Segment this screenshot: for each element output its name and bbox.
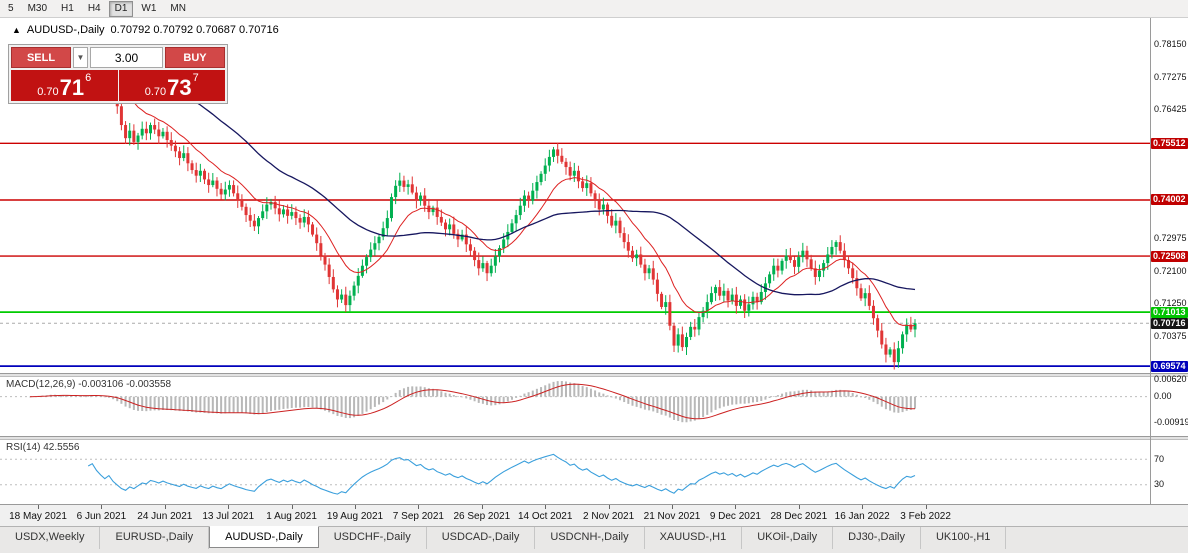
buy-price-point: 7 — [192, 72, 199, 84]
sell-price-pips: 71 — [59, 75, 85, 100]
time-axis-tick — [545, 505, 547, 509]
chart-tab-usdchf-daily[interactable]: USDCHF-,Daily — [319, 527, 427, 549]
time-axis-label: 28 Dec 2021 — [770, 511, 828, 522]
time-axis-tick — [164, 505, 166, 509]
time-axis-tick — [735, 505, 737, 509]
chart-tab-usdcad-daily[interactable]: USDCAD-,Daily — [427, 527, 536, 549]
sell-price-figure: 0.70 — [37, 86, 59, 98]
price-axis-label: 0.77275 — [1154, 71, 1187, 82]
macd-axis-label: 0.00 — [1154, 391, 1172, 402]
volume-dropdown-icon[interactable]: ▼ — [73, 47, 88, 68]
price-axis-label: 0.71250 — [1154, 297, 1187, 308]
buy-price[interactable]: 0.70 73 7 — [118, 70, 225, 101]
chart-tab-xauusd-h1[interactable]: XAUUSD-,H1 — [645, 527, 743, 549]
timeframe-button-5[interactable]: 5 — [8, 2, 14, 14]
timeframe-button-h4[interactable]: H4 — [87, 2, 101, 14]
time-axis-tick — [418, 505, 420, 509]
time-axis-tick — [481, 505, 483, 509]
sell-price[interactable]: 0.70 71 6 — [11, 70, 118, 101]
price-level-badge-green: 0.71013 — [1151, 306, 1188, 318]
chart-tab-bar: USDX,Weekly EURUSD-,Daily AUDUSD-,Daily USD… — [0, 526, 1188, 553]
time-axis-tick — [798, 505, 800, 509]
collapse-panel-icon[interactable]: ▲ — [12, 25, 21, 35]
time-axis-tick — [925, 505, 927, 509]
time-axis-label: 3 Feb 2022 — [900, 511, 951, 522]
time-axis-label: 24 Jun 2021 — [137, 511, 193, 522]
time-axis-label: 1 Aug 2021 — [266, 511, 317, 522]
time-axis-label: 13 Jul 2021 — [202, 511, 255, 522]
buy-price-pips: 73 — [167, 75, 192, 100]
timeframe-button-m30[interactable]: M30 — [27, 2, 48, 14]
trade-panel-row-prices: 0.70 71 6 0.70 73 7 — [11, 70, 225, 101]
timeframe-button-h1[interactable]: H1 — [61, 2, 74, 14]
chart-header: ▲ AUDUSD-,Daily 0.70792 0.70792 0.70687 … — [12, 24, 279, 36]
price-level-badge-current: 0.70716 — [1151, 317, 1188, 329]
time-axis-tick — [38, 505, 39, 509]
price-level-badge-red: 0.75512 — [1151, 137, 1188, 149]
time-axis-label: 19 Aug 2021 — [326, 511, 384, 522]
price-axis-label: 0.70375 — [1154, 330, 1187, 341]
price-axis-label: 0.72100 — [1154, 265, 1187, 276]
time-axis-label: 7 Sep 2021 — [392, 511, 444, 522]
price-axis-label: 0.72975 — [1154, 233, 1187, 243]
chart-tab-dj30-daily[interactable]: DJ30-,Daily — [833, 527, 921, 549]
time-axis-label: 18 May 2021 — [9, 511, 67, 522]
time-axis-tick — [608, 505, 610, 509]
buy-price-figure: 0.70 — [144, 86, 167, 98]
time-axis-label: 16 Jan 2022 — [834, 511, 890, 522]
time-axis-tick — [862, 505, 864, 509]
time-axis-tick — [355, 505, 356, 509]
price-level-badge-red: 0.72508 — [1151, 250, 1188, 262]
sell-button[interactable]: SELL — [11, 47, 71, 68]
volume-field[interactable]: 3.00 — [90, 47, 163, 68]
time-axis-label: 26 Sep 2021 — [453, 511, 511, 522]
chart-tab-eurusd-daily[interactable]: EURUSD-,Daily — [100, 527, 210, 549]
time-axis-label: 9 Dec 2021 — [709, 511, 761, 522]
time-axis-label: 2 Nov 2021 — [583, 511, 635, 522]
time-axis-label: 14 Oct 2021 — [517, 511, 573, 522]
chart-tab-ukoil-daily[interactable]: UKOil-,Daily — [742, 527, 834, 549]
chart-ohlc: 0.70792 0.70792 0.70687 0.70716 — [110, 24, 279, 36]
timeframe-toolbar: 5 M30 H1 H4 D1 W1 MN — [0, 0, 1188, 18]
rsi-axis-label: 30 — [1154, 479, 1165, 490]
price-axis-label: 0.76425 — [1154, 103, 1187, 114]
chart-tab-usdx-weekly[interactable]: USDX,Weekly — [0, 527, 101, 549]
price-axis[interactable]: 0.78150 0.77275 0.76425 0.75512 0.74002 0.729… — [1150, 18, 1188, 505]
chart-tab-audusd-daily[interactable]: AUDUSD-,Daily — [209, 526, 319, 548]
time-axis-tick — [228, 505, 230, 509]
time-axis-tick — [291, 505, 293, 509]
buy-button[interactable]: BUY — [165, 47, 225, 68]
chart-title: AUDUSD-,Daily — [26, 24, 105, 36]
timeframe-button-mn[interactable]: MN — [170, 2, 186, 14]
time-axis-label: 6 Jun 2021 — [76, 511, 127, 522]
macd-axis-label: -0.00919 — [1154, 416, 1188, 427]
time-axis-tick — [672, 505, 673, 509]
chart-tab-uk100-h1[interactable]: UK100-,H1 — [921, 527, 1007, 549]
rsi-axis-label: 70 — [1154, 453, 1165, 464]
time-axis-tick — [101, 505, 103, 509]
trade-panel-row-top: SELL ▼ 3.00 BUY — [11, 47, 225, 68]
rsi-label: RSI(14) 42.5556 — [6, 442, 80, 453]
macd-axis-label: 0.00620 — [1154, 373, 1187, 384]
sell-price-point: 6 — [85, 72, 92, 84]
one-click-trading-panel: SELL ▼ 3.00 BUY 0.70 71 6 0.70 73 7 — [8, 44, 228, 104]
price-level-badge-blue: 0.69574 — [1151, 360, 1188, 372]
price-axis-label: 0.78150 — [1154, 38, 1187, 49]
time-axis[interactable]: 18 May 2021 6 Jun 2021 24 Jun 2021 13 Jul 2… — [0, 504, 1188, 526]
price-level-badge-red: 0.74002 — [1151, 194, 1188, 206]
time-axis-label: 21 Nov 2021 — [643, 511, 701, 522]
timeframe-button-w1[interactable]: W1 — [141, 2, 157, 14]
macd-label: MACD(12,26,9) -0.003106 -0.003558 — [6, 379, 172, 390]
chart-tab-usdcnh-daily[interactable]: USDCNH-,Daily — [535, 527, 645, 549]
timeframe-button-d1[interactable]: D1 — [108, 0, 134, 17]
